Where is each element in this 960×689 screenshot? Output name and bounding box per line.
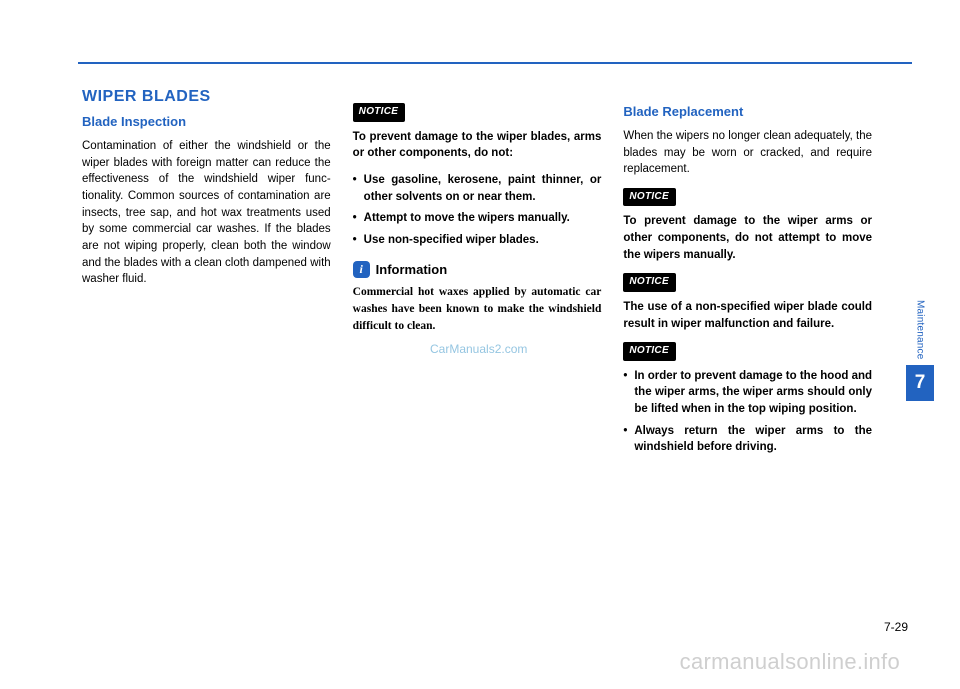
side-tab-number: 7: [906, 365, 934, 401]
top-horizontal-rule: [78, 62, 912, 64]
column-2: NOTICE To prevent damage to the wiper bl…: [353, 85, 602, 468]
notice-bullet-item: Attempt to move the wipers manually.: [353, 210, 602, 227]
col1-subhead: Blade Inspection: [82, 113, 331, 132]
notice-bullet-item: In order to prevent damage to the hood a…: [623, 368, 872, 418]
page-content: WIPER BLADES Blade Inspection Contaminat…: [82, 85, 872, 468]
notice-tag: NOTICE: [623, 188, 676, 207]
notice-bullet-item: Use non-specified wiper blades.: [353, 232, 602, 249]
notice-bullet-list: In order to prevent damage to the hood a…: [623, 368, 872, 456]
col3-body: When the wipers no longer clean adequate…: [623, 128, 872, 178]
section-title: WIPER BLADES: [82, 85, 331, 108]
notice-body: The use of a non-specified wiper blade c…: [623, 299, 872, 332]
col1-body: Contamination of either the wind­shield …: [82, 138, 331, 288]
col3-subhead: Blade Replacement: [623, 103, 872, 122]
column-3: Blade Replacement When the wipers no lon…: [623, 85, 872, 468]
information-body: Commercial hot waxes applied by auto­mat…: [353, 284, 602, 334]
notice-bullet-item: Use gasoline, kerosene, paint thinner, o…: [353, 172, 602, 205]
side-tab: Maintenance 7: [906, 300, 934, 401]
side-tab-label: Maintenance: [915, 300, 926, 359]
information-label: Information: [376, 261, 448, 280]
notice-lead: To prevent damage to the wiper blades, a…: [353, 129, 602, 162]
column-1: WIPER BLADES Blade Inspection Contaminat…: [82, 85, 331, 468]
notice-tag: NOTICE: [623, 273, 676, 292]
spacer: [353, 85, 602, 103]
notice-bullet-list: Use gasoline, kerosene, paint thinner, o…: [353, 172, 602, 249]
watermark-small: CarManuals2.com: [430, 342, 527, 356]
watermark-main: carmanualsonline.info: [680, 649, 900, 675]
spacer: [623, 85, 872, 103]
notice-tag: NOTICE: [623, 342, 676, 361]
notice-body: To prevent damage to the wiper arms or o…: [623, 213, 872, 263]
notice-bullet-item: Always return the wiper arms to the wind…: [623, 423, 872, 456]
information-icon: i: [353, 261, 370, 278]
page-number: 7-29: [884, 620, 908, 634]
notice-tag: NOTICE: [353, 103, 406, 122]
information-heading: i Information: [353, 261, 602, 280]
